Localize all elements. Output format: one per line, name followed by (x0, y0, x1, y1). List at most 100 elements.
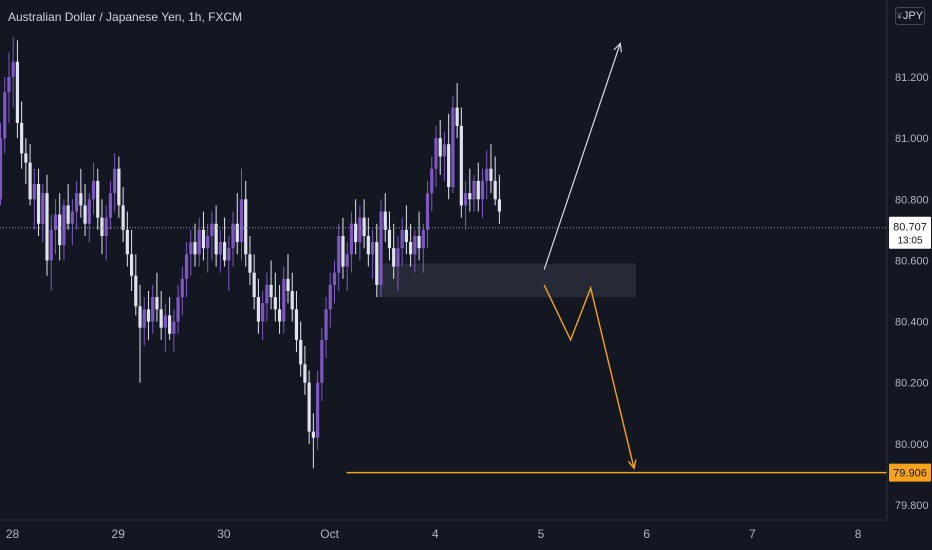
bullish-arrow-head (613, 42, 622, 53)
candle (421, 223, 425, 273)
y-tick-label: 80.000 (895, 439, 929, 451)
candle (218, 229, 222, 273)
candle (32, 168, 36, 230)
y-tick-label: 80.600 (895, 255, 929, 267)
candle (201, 211, 206, 261)
bearish-arrow-head (627, 459, 637, 470)
support-zone (377, 263, 637, 298)
candle (480, 168, 485, 218)
candle (117, 156, 121, 218)
candle (214, 205, 218, 267)
candle (451, 95, 455, 194)
candle (41, 184, 45, 243)
candle (113, 153, 117, 212)
candle (290, 272, 294, 322)
candle (53, 199, 58, 255)
candle (277, 284, 282, 334)
candle (354, 199, 358, 255)
currency-label: JPY (902, 10, 924, 22)
candle (163, 303, 167, 353)
candle (362, 199, 366, 249)
candle (413, 229, 417, 273)
candle (392, 223, 396, 279)
candle (0, 122, 3, 206)
x-tick-label: 28 (6, 527, 20, 541)
candle (349, 211, 354, 273)
candle (91, 162, 96, 215)
candle (3, 77, 7, 154)
candle (189, 229, 193, 276)
candle (108, 180, 113, 230)
candle (468, 168, 472, 212)
candle (269, 260, 273, 310)
candle (447, 113, 451, 200)
candle (404, 205, 408, 255)
candle (387, 211, 392, 261)
candle (96, 168, 100, 230)
candle (11, 37, 15, 108)
candle (45, 174, 49, 276)
candle (379, 199, 383, 298)
candle (206, 223, 210, 273)
candle (311, 413, 315, 469)
candle (49, 214, 53, 291)
candle (459, 107, 463, 218)
candle (438, 119, 442, 175)
candle (485, 150, 489, 200)
yen-icon: ¥ (896, 11, 902, 21)
x-tick-label: 8 (855, 527, 862, 541)
y-tick-label: 80.200 (895, 378, 929, 390)
candle (337, 223, 341, 291)
candle (210, 211, 214, 261)
candle (151, 284, 155, 334)
candle (316, 370, 320, 450)
x-tick-label: 5 (538, 527, 545, 541)
x-tick-label: 4 (432, 527, 439, 541)
x-tick-label: 7 (749, 527, 756, 541)
candle (341, 217, 345, 279)
candle (303, 346, 307, 395)
candle (58, 193, 62, 261)
candle (442, 132, 447, 181)
y-tick-label: 80.800 (895, 194, 929, 206)
currency-badge[interactable]: ¥ JPY (895, 7, 925, 25)
candle (172, 309, 176, 353)
zone-rect (377, 263, 637, 298)
candle (273, 272, 277, 322)
candle (256, 278, 261, 334)
candle (307, 370, 311, 444)
current-price-label: 80.707 (893, 222, 927, 234)
candle (176, 284, 180, 334)
candle (129, 229, 134, 291)
y-tick-label: 81.200 (895, 72, 929, 84)
candle (239, 168, 244, 261)
x-tick-label: Oct (320, 527, 339, 541)
candle (75, 180, 79, 230)
candle (455, 83, 459, 139)
candle (320, 327, 324, 402)
candle (20, 101, 24, 169)
candle (7, 52, 11, 123)
candle (366, 217, 370, 267)
y-tick-label: 81.000 (895, 133, 929, 145)
chart-title: Australian Dollar / Japanese Yen, 1h, FX… (8, 10, 243, 24)
candle (332, 260, 337, 304)
candle (409, 223, 413, 267)
candle (265, 272, 269, 322)
x-tick-label: 30 (217, 527, 231, 541)
candle (100, 199, 104, 255)
candle (400, 217, 404, 267)
candle (417, 211, 421, 261)
candle (370, 229, 375, 279)
candle (463, 180, 468, 230)
candle (375, 223, 379, 298)
candles (0, 37, 502, 469)
candle (180, 266, 184, 316)
candle (430, 156, 434, 212)
candle (299, 321, 303, 377)
candle (79, 168, 83, 218)
candle (15, 40, 20, 139)
candle (358, 205, 362, 261)
